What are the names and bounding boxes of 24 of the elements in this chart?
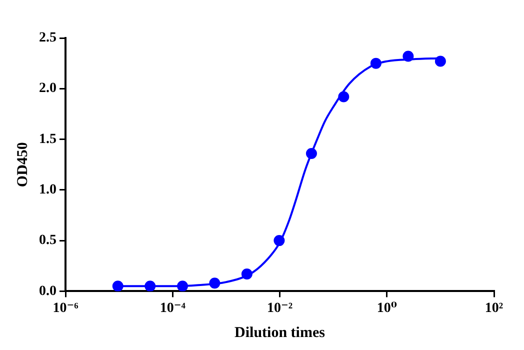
- point: [434, 56, 446, 67]
- point: [274, 235, 285, 246]
- point: [338, 91, 350, 102]
- point: [306, 148, 317, 159]
- x-tick-label: 10⁻⁶: [52, 301, 78, 316]
- y-tick-label: 2.5: [39, 30, 56, 46]
- point: [241, 268, 252, 280]
- x-tick-label: 10⁻²: [266, 301, 293, 316]
- y-axis-title: OD450: [14, 142, 31, 188]
- point: [177, 280, 188, 292]
- point: [209, 278, 220, 289]
- y-tick-label: 0.0: [39, 284, 56, 299]
- x-tick-label: 10²: [484, 301, 504, 316]
- x-tick-label: 10⁰: [376, 301, 397, 316]
- y-tick-label: 1.0: [39, 182, 56, 198]
- point: [112, 280, 124, 292]
- point: [402, 50, 414, 62]
- y-tick-label: 0.5: [39, 233, 56, 248]
- point: [144, 280, 156, 292]
- x-tick-label: 10⁻⁴: [160, 301, 186, 316]
- y-tick-label: 1.5: [39, 132, 56, 147]
- point: [370, 58, 382, 69]
- y-tick-label: 2.0: [39, 81, 56, 96]
- x-axis-title: Dilution times: [234, 324, 326, 341]
